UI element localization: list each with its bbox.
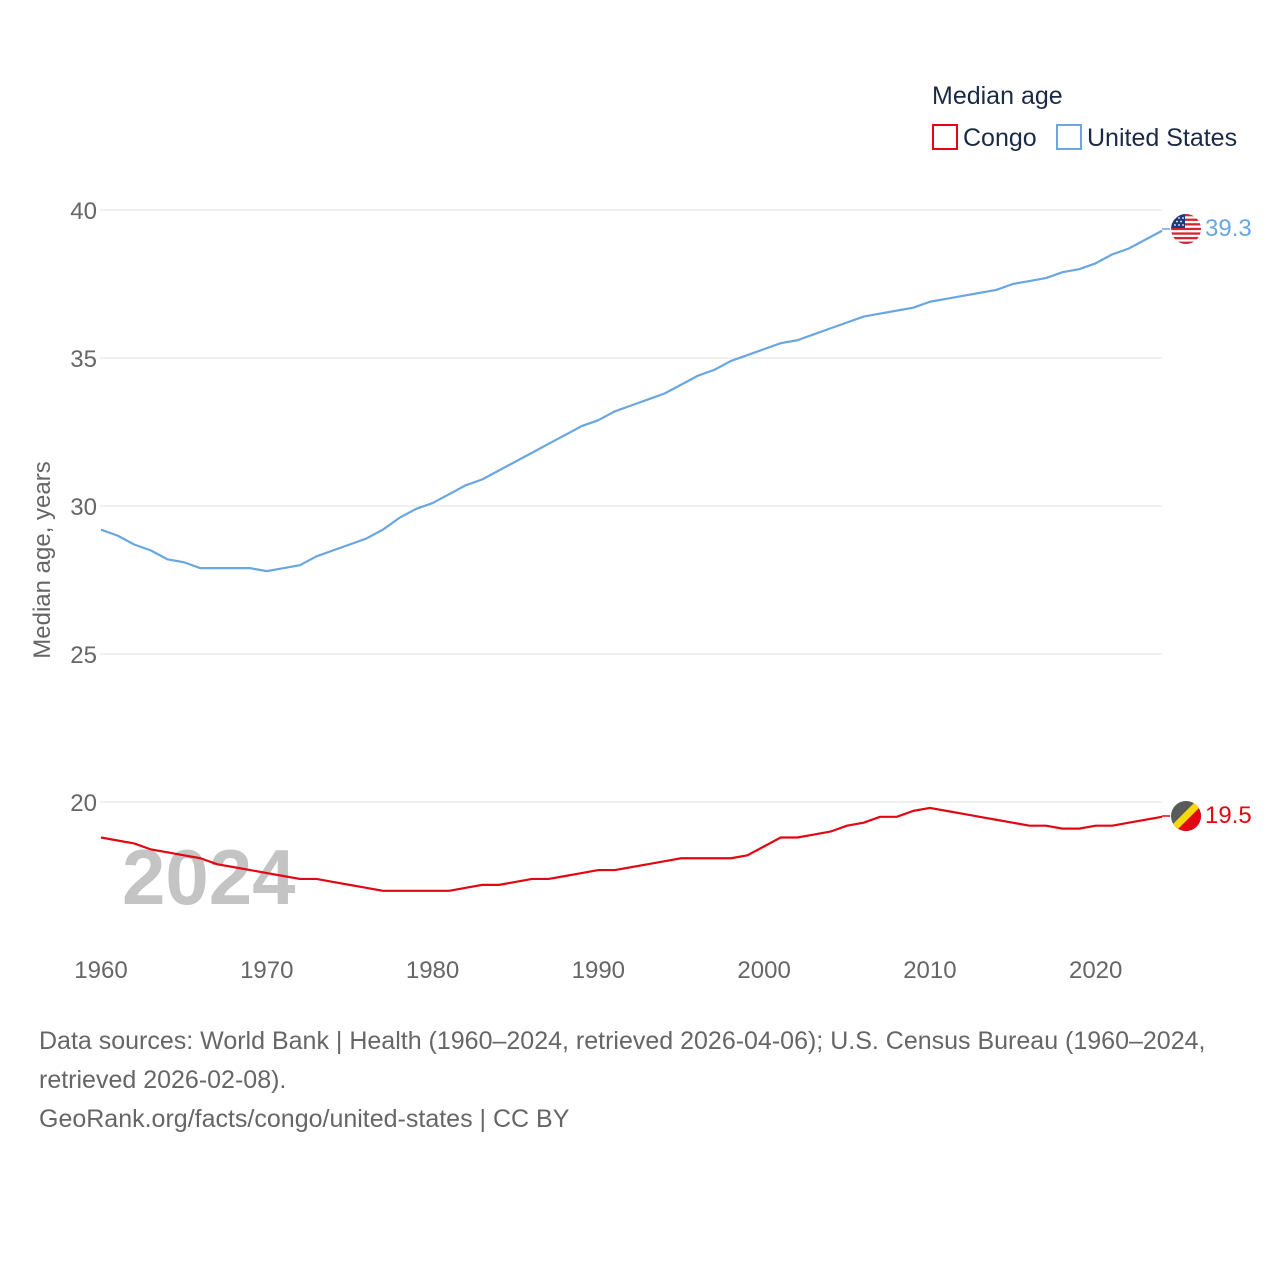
legend-item-congo[interactable]: Congo [932, 124, 1037, 152]
end-marker-congo: 19.5 [1162, 801, 1252, 831]
series-line-united-states [100, 229, 1163, 573]
y-tick-label-20: 20 [70, 790, 97, 817]
chart-footer: Data sources: World Bank | Health (1960–… [39, 1022, 1249, 1139]
data-sources-note: Data sources: World Bank | Health (1960–… [39, 1027, 1206, 1094]
y-tick-label-40: 40 [70, 198, 97, 225]
x-tick-label-1970: 1970 [240, 957, 293, 984]
x-tick-label-1990: 1990 [572, 957, 625, 984]
y-axis-label: Median age, years [29, 461, 56, 658]
x-tick-label-1960: 1960 [74, 957, 127, 984]
series-line-congo [100, 806, 1163, 892]
flag-united-states-icon [1171, 214, 1201, 244]
series-lines [100, 229, 1163, 892]
x-tick-label-1980: 1980 [406, 957, 459, 984]
y-tick-label-35: 35 [70, 346, 97, 373]
gridlines [100, 209, 1162, 803]
end-marker-united-states: 39.3 [1162, 214, 1252, 244]
x-tick-label-2000: 2000 [737, 957, 790, 984]
x-tick-label-2020: 2020 [1069, 957, 1122, 984]
x-tick-label-2010: 2010 [903, 957, 956, 984]
y-axis-ticks: 20 25 30 35 40 [70, 198, 97, 817]
year-watermark: 2024 [122, 833, 296, 921]
x-axis-ticks: 1960 1970 1980 1990 2000 2010 2020 [74, 957, 1122, 984]
legend-label-united-states: United States [1087, 124, 1237, 152]
legend-title: Median age [932, 82, 1063, 110]
credit-link[interactable]: GeoRank.org/facts/congo/united-states | … [39, 1105, 570, 1133]
flag-congo-icon [1171, 801, 1201, 831]
chart-svg: Median age Congo United States 20 25 30 35 4… [29, 82, 1252, 984]
legend-label-congo: Congo [963, 124, 1037, 152]
legend-swatch-congo [932, 124, 958, 150]
y-tick-label-30: 30 [70, 494, 97, 521]
end-label-united-states: 39.3 [1205, 215, 1252, 242]
legend-swatch-united-states [1056, 124, 1082, 150]
legend-item-united-states[interactable]: United States [1056, 124, 1237, 152]
end-label-congo: 19.5 [1205, 802, 1252, 829]
y-tick-label-25: 25 [70, 642, 97, 669]
